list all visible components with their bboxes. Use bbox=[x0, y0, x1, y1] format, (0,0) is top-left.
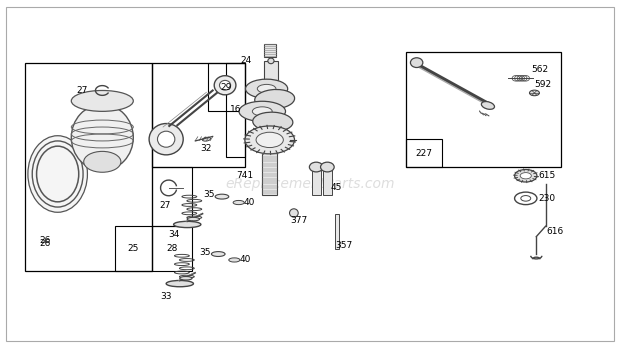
Text: 357: 357 bbox=[335, 241, 353, 250]
Ellipse shape bbox=[149, 124, 184, 155]
Circle shape bbox=[245, 126, 294, 154]
Ellipse shape bbox=[529, 90, 539, 96]
Text: 227: 227 bbox=[415, 149, 433, 158]
Circle shape bbox=[515, 169, 537, 182]
Text: 35: 35 bbox=[203, 190, 215, 199]
FancyBboxPatch shape bbox=[264, 61, 278, 80]
Ellipse shape bbox=[239, 101, 285, 121]
Text: 40: 40 bbox=[244, 198, 255, 207]
Ellipse shape bbox=[268, 58, 274, 64]
Circle shape bbox=[256, 132, 283, 148]
Text: 33: 33 bbox=[161, 292, 172, 301]
Ellipse shape bbox=[180, 277, 192, 280]
FancyBboxPatch shape bbox=[335, 214, 339, 249]
Ellipse shape bbox=[211, 252, 225, 256]
Text: 24: 24 bbox=[241, 56, 252, 65]
Text: 27: 27 bbox=[77, 86, 88, 95]
Ellipse shape bbox=[246, 79, 288, 98]
Text: 29: 29 bbox=[221, 82, 232, 92]
Text: 25: 25 bbox=[128, 244, 139, 253]
Ellipse shape bbox=[219, 80, 231, 90]
Text: 592: 592 bbox=[534, 80, 551, 89]
Ellipse shape bbox=[71, 90, 133, 111]
Ellipse shape bbox=[481, 102, 495, 109]
Ellipse shape bbox=[252, 107, 272, 116]
Ellipse shape bbox=[187, 218, 200, 221]
Ellipse shape bbox=[229, 258, 240, 262]
Ellipse shape bbox=[257, 84, 276, 93]
Ellipse shape bbox=[202, 137, 211, 141]
Ellipse shape bbox=[157, 131, 175, 147]
Ellipse shape bbox=[215, 194, 229, 199]
Text: 377: 377 bbox=[290, 216, 308, 225]
Ellipse shape bbox=[71, 104, 133, 171]
Ellipse shape bbox=[255, 89, 294, 109]
Text: 616: 616 bbox=[546, 227, 564, 236]
Text: 34: 34 bbox=[168, 230, 179, 239]
Ellipse shape bbox=[174, 221, 201, 228]
Ellipse shape bbox=[321, 162, 334, 172]
Ellipse shape bbox=[28, 136, 87, 212]
Circle shape bbox=[520, 173, 531, 179]
Text: 26: 26 bbox=[40, 239, 51, 248]
Ellipse shape bbox=[290, 209, 298, 217]
Ellipse shape bbox=[215, 76, 236, 95]
Text: 562: 562 bbox=[531, 65, 548, 74]
Text: 35: 35 bbox=[199, 248, 210, 257]
Text: 26: 26 bbox=[40, 236, 51, 245]
Ellipse shape bbox=[253, 112, 293, 132]
FancyBboxPatch shape bbox=[312, 167, 321, 195]
Ellipse shape bbox=[309, 162, 323, 172]
Text: 32: 32 bbox=[200, 144, 211, 153]
Text: 27: 27 bbox=[159, 201, 170, 210]
Circle shape bbox=[515, 192, 537, 205]
Text: 45: 45 bbox=[330, 183, 342, 192]
Text: 230: 230 bbox=[538, 194, 556, 203]
Ellipse shape bbox=[166, 280, 193, 287]
Ellipse shape bbox=[233, 200, 244, 205]
Text: 741: 741 bbox=[236, 171, 254, 180]
Ellipse shape bbox=[84, 151, 121, 172]
Circle shape bbox=[521, 196, 531, 201]
Text: 40: 40 bbox=[240, 255, 251, 264]
Text: 28: 28 bbox=[166, 244, 177, 253]
FancyBboxPatch shape bbox=[264, 44, 276, 57]
Text: eReplacementParts.com: eReplacementParts.com bbox=[225, 177, 395, 191]
FancyBboxPatch shape bbox=[323, 167, 332, 195]
FancyBboxPatch shape bbox=[262, 153, 277, 195]
Ellipse shape bbox=[410, 58, 423, 68]
Text: 16: 16 bbox=[230, 105, 241, 114]
Text: 615: 615 bbox=[538, 171, 556, 180]
